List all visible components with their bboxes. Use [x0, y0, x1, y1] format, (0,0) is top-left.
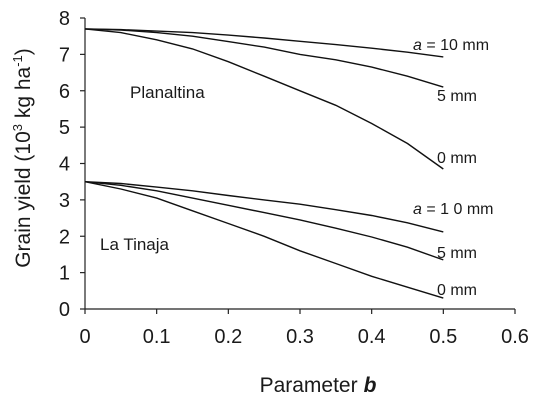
curve-label-text: 5 mm: [437, 88, 477, 105]
curve-la-tinaja-2: [84, 181, 444, 299]
curve-planaltina-1: [84, 28, 444, 88]
x-axis-label-text: Parameter: [260, 374, 358, 397]
y-tick-label: 2: [59, 226, 70, 248]
x-tick-label: 0.4: [358, 326, 386, 348]
y-axis-label-text: Grain yield (10: [12, 131, 35, 268]
curve-planaltina-0: [84, 28, 444, 58]
y-tick-label: 7: [59, 44, 70, 66]
x-tick-label: 0.5: [429, 326, 457, 348]
curve-label: a = 10 mm: [413, 37, 489, 54]
y-axis-label-sup: 3: [10, 124, 25, 131]
x-tick-label: 0.2: [214, 326, 242, 348]
curve-label-text: = 10 mm: [422, 37, 489, 54]
curve-label: 5 mm: [437, 245, 477, 262]
y-axis-label: Grain yield (103 kg ha-1): [10, 48, 35, 268]
y-tick-label: 4: [59, 154, 70, 176]
curves: [84, 28, 444, 299]
y-tick-labels: 0 1 2 3 4 5 6 7 8: [59, 8, 70, 321]
curve-label: a = 1 0 mm: [413, 201, 493, 218]
curve-label: 0 mm: [437, 150, 477, 167]
y-tick-label: 6: [59, 81, 70, 103]
curve-label-text: = 1 0 mm: [422, 201, 494, 218]
curve-la-tinaja-0: [84, 181, 444, 233]
curve-label-text: 0 mm: [437, 282, 477, 299]
curve-label: 5 mm: [437, 88, 477, 105]
curve-label: 0 mm: [437, 282, 477, 299]
x-axis-label-var: b: [364, 374, 377, 397]
y-axis-label-sup2: -1: [10, 55, 25, 67]
curve-label-var: a: [413, 37, 422, 54]
curve-label-text: 0 mm: [437, 150, 477, 167]
curve-la-tinaja-1: [84, 181, 444, 261]
x-tick-label: 0.1: [143, 326, 171, 348]
group-label-la-tinaja: La Tinaja: [100, 235, 170, 254]
curve-label-var: a: [413, 201, 422, 218]
y-axis-label-end: ): [12, 48, 35, 55]
group-label-planaltina: Planaltina: [130, 83, 205, 102]
y-tick-label: 1: [59, 263, 70, 285]
x-tick-label: 0: [79, 326, 90, 348]
x-tick-labels: 0 0.1 0.2 0.3 0.4 0.5 0.6: [79, 326, 528, 348]
curve-planaltina-2: [84, 28, 444, 170]
y-tick-label: 0: [59, 299, 70, 321]
x-axis-label: Parameter b: [260, 374, 377, 397]
curve-labels: a = 10 mm 5 mm 0 mm a = 1 0 mm 5 mm 0 mm: [413, 37, 493, 299]
y-tick-label: 8: [59, 8, 70, 30]
x-tick-label: 0.6: [501, 326, 529, 348]
curve-label-text: 5 mm: [437, 245, 477, 262]
y-axis-label-mid: kg ha: [12, 66, 35, 124]
x-tick-label: 0.3: [286, 326, 314, 348]
axes: [80, 17, 516, 314]
y-tick-label: 3: [59, 190, 70, 212]
y-tick-label: 5: [59, 117, 70, 139]
